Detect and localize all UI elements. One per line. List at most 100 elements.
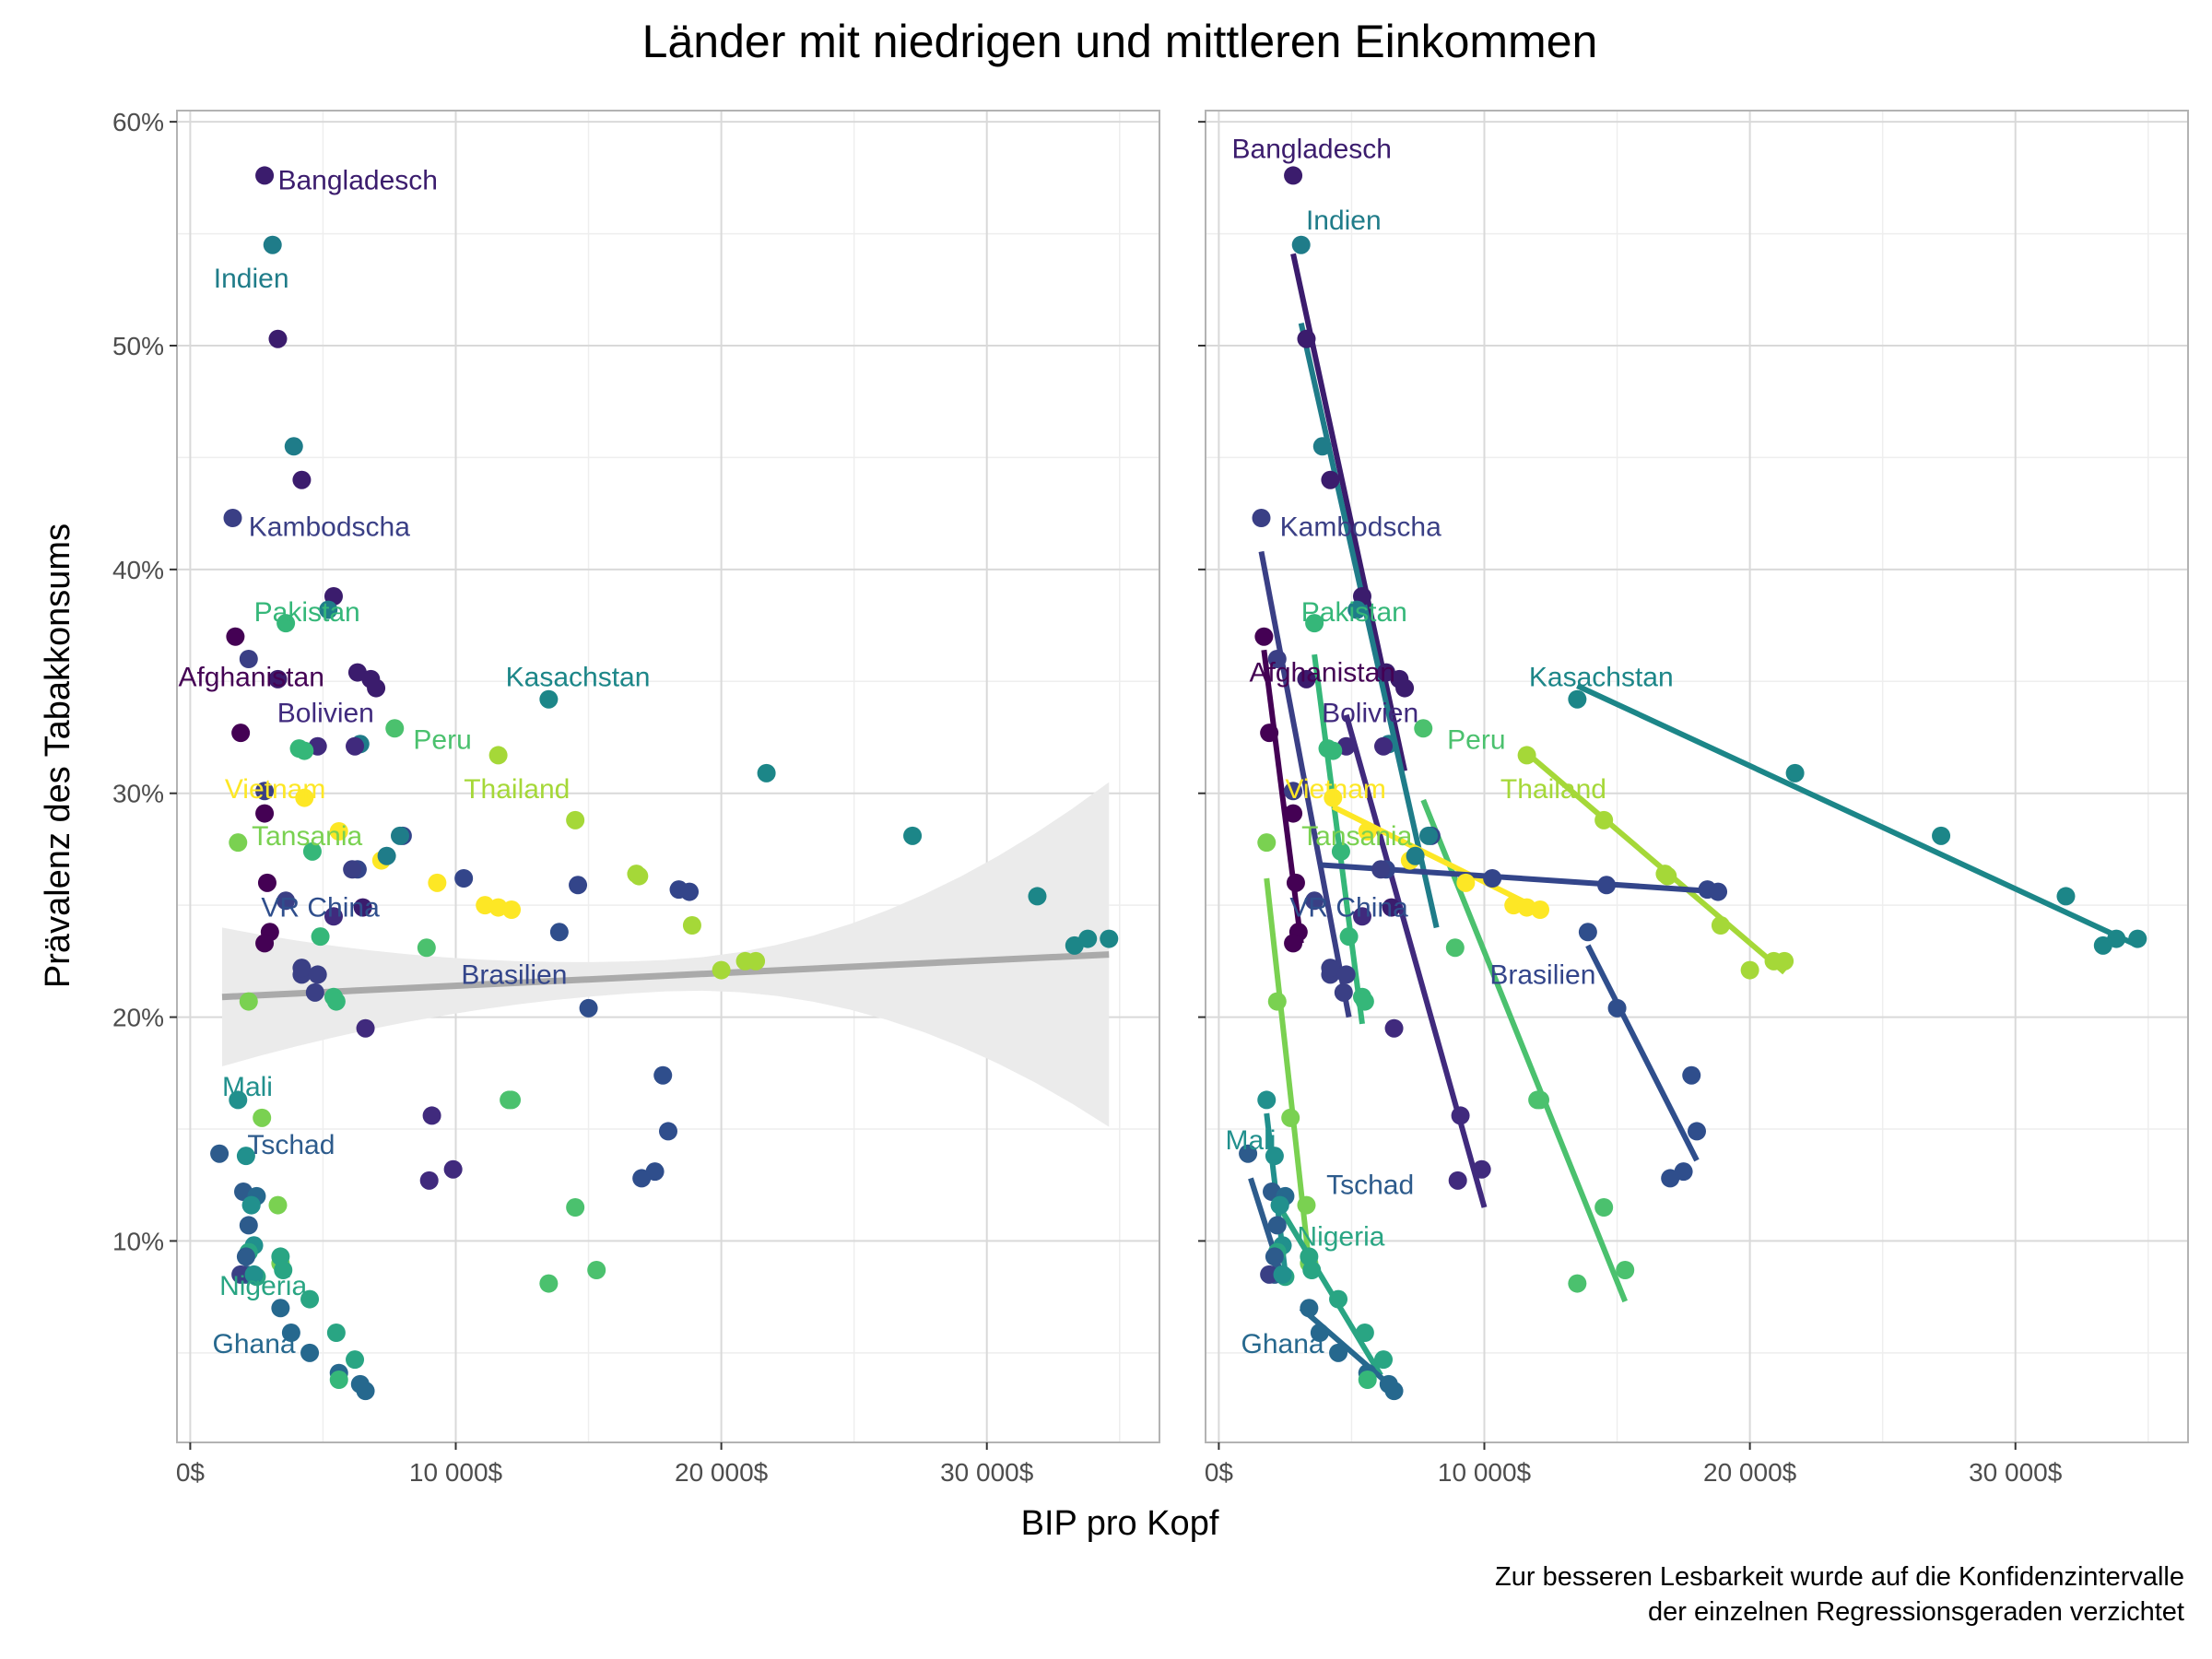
point-indien: [263, 235, 282, 254]
point-bolivien: [443, 1159, 463, 1179]
point-kambodscha: [1334, 982, 1353, 1002]
point: [255, 934, 275, 953]
label-kambodscha: Kambodscha: [1280, 512, 1441, 543]
x-tick-label: 30 000$: [940, 1458, 1034, 1487]
point-vr-china: [1607, 998, 1627, 1018]
caption-line-2: der einzelnen Regressionsgeraden verzich…: [1648, 1597, 2184, 1627]
point-bangladesch: [268, 329, 288, 348]
point: [1260, 1265, 1279, 1284]
point-thailand: [488, 746, 508, 765]
point-vietnam: [502, 900, 522, 919]
point-vietnam: [295, 788, 314, 807]
point: [343, 860, 362, 879]
panel-left: 0$ 10 000$ 20 000$ 30 000$ 10% 20% 30% 40% 50% 60…: [112, 108, 1160, 1487]
point-kasachstan: [1100, 929, 1119, 948]
point: [629, 866, 649, 886]
panel-frame: [1205, 110, 2189, 1443]
fit-line-nigeria: [1277, 1206, 1383, 1377]
point-tansania: [1267, 992, 1287, 1011]
point-kasachstan: [1028, 887, 1047, 906]
point-peru: [417, 938, 436, 958]
point-kasachstan: [2128, 929, 2147, 948]
point-ghana: [281, 1324, 300, 1342]
point-bolivien: [1384, 1018, 1404, 1038]
point-vietnam: [1456, 873, 1476, 892]
point-afghanistan: [255, 804, 275, 823]
point-kambodscha: [1305, 891, 1324, 911]
label-vr-china: VR China: [1289, 893, 1408, 924]
point-peru: [1414, 719, 1433, 738]
point: [326, 1324, 346, 1342]
label-afghanistan: Afghanistan: [1250, 658, 1395, 688]
point: [1568, 1274, 1587, 1293]
point-afghanistan: [226, 627, 245, 646]
point: [539, 1274, 559, 1293]
point-kasachstan: [1785, 763, 1805, 782]
point: [308, 965, 327, 984]
point-vietnam: [1531, 900, 1550, 919]
point: [1374, 1350, 1394, 1370]
fit-line-kambodscha: [1258, 550, 1352, 1018]
point: [311, 927, 330, 947]
point-kasachstan: [2056, 887, 2076, 906]
point-kambodscha: [305, 982, 324, 1002]
point-nigeria: [274, 1261, 293, 1279]
point-indien: [319, 600, 338, 619]
point-kasachstan: [2107, 929, 2126, 948]
point: [1324, 741, 1343, 760]
point: [1297, 669, 1316, 688]
point: [1382, 898, 1401, 917]
point: [241, 1195, 261, 1215]
y-tick-label: 60%: [112, 108, 164, 136]
y-tick-label: 50%: [112, 332, 164, 360]
point: [1321, 959, 1340, 978]
point-kasachstan: [1932, 826, 1951, 845]
point: [1406, 846, 1425, 865]
point-tansania: [1297, 1195, 1316, 1215]
point: [1371, 860, 1391, 879]
point-kasachstan: [1078, 929, 1098, 948]
point: [1339, 927, 1359, 947]
fit-line-thailand: [1524, 750, 1787, 975]
point-thailand: [1740, 960, 1759, 980]
point-bangladesch: [255, 166, 275, 185]
label-pakistan: Pakistan: [254, 597, 360, 628]
point-indien: [1347, 600, 1367, 619]
point-bangladesch: [1321, 470, 1340, 489]
point-vr-china: [549, 923, 569, 942]
point: [1355, 992, 1374, 1011]
x-tick-label: 10 000$: [409, 1458, 503, 1487]
point: [295, 741, 314, 760]
point: [326, 992, 346, 1011]
point: [1374, 736, 1394, 756]
point: [346, 1350, 365, 1370]
label-mali: Mali: [1225, 1125, 1276, 1156]
point-thailand: [747, 951, 766, 971]
label-indien: Indien: [214, 264, 289, 294]
point-tschad: [1239, 1144, 1258, 1163]
point-bolivien: [356, 1018, 375, 1038]
point-brasilien: [1709, 882, 1728, 901]
overall-regression-line: [221, 951, 1110, 1001]
point: [502, 1090, 522, 1110]
point-vr-china: [1682, 1065, 1701, 1085]
label-brasilien: Brasilien: [1489, 959, 1595, 990]
point-brasilien: [569, 876, 588, 895]
fit-line-afghanistan: [1261, 649, 1304, 944]
point-brasilien: [1483, 869, 1502, 888]
point-thailand: [566, 810, 585, 830]
point-bangladesch: [367, 678, 386, 698]
point: [377, 846, 396, 865]
label-ghana: Ghana: [1241, 1329, 1324, 1359]
point-brasilien: [454, 869, 474, 888]
point-ghana: [300, 1343, 320, 1362]
label-kambodscha: Kambodscha: [249, 512, 410, 543]
point-ghana: [1310, 1324, 1329, 1342]
point: [292, 959, 312, 978]
point-kambodscha: [223, 509, 242, 527]
label-bolivien: Bolivien: [1322, 698, 1418, 728]
point-vr-china: [1688, 1122, 1706, 1141]
point-mali: [229, 1090, 248, 1110]
x-tick-label: 10 000$: [1438, 1458, 1532, 1487]
point-brasilien: [1597, 876, 1617, 895]
